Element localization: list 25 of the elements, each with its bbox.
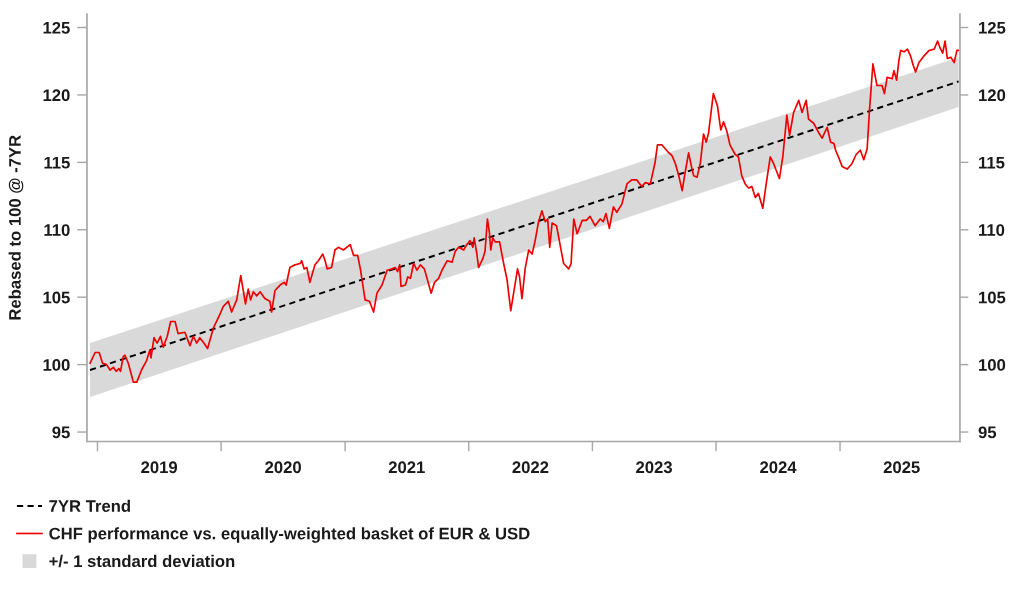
- y-tick-label: 120: [43, 89, 70, 102]
- y-tick-label: 125: [43, 21, 70, 34]
- x-tick-label: 2024: [760, 461, 797, 474]
- x-tick-label: 2025: [883, 461, 920, 474]
- x-tick-label: 2020: [265, 461, 301, 474]
- y2-tick-label: 120: [979, 89, 1006, 102]
- y2-tick-label: 105: [979, 291, 1006, 304]
- y2-tick-label: 115: [979, 156, 1005, 169]
- y2-tick-label: 125: [979, 21, 1006, 34]
- y-tick-label: 100: [43, 359, 70, 371]
- y-tick-label: 110: [44, 224, 70, 236]
- legend-label: +/- 1 standard deviation: [49, 554, 235, 568]
- x-tick-label: 2021: [388, 461, 425, 474]
- y-tick-label: 105: [43, 291, 70, 304]
- legend-label: CHF performance vs. equally-weighted basket of EUR & USD: [49, 527, 530, 543]
- y-tick-label: 95: [52, 426, 70, 439]
- y2-tick-label: 95: [978, 426, 997, 439]
- y2-tick-label: 100: [979, 359, 1006, 371]
- x-tick-label: 2022: [512, 461, 549, 474]
- x-tick-label: 2023: [636, 461, 672, 474]
- y2-tick-label: 110: [979, 224, 1005, 236]
- y-tick-label: 115: [44, 156, 70, 169]
- legend-label: 7YR Trend: [49, 499, 130, 512]
- x-tick-label: 2019: [141, 461, 178, 474]
- y-axis-title: Rebased to 100 @ -7YR: [8, 135, 24, 320]
